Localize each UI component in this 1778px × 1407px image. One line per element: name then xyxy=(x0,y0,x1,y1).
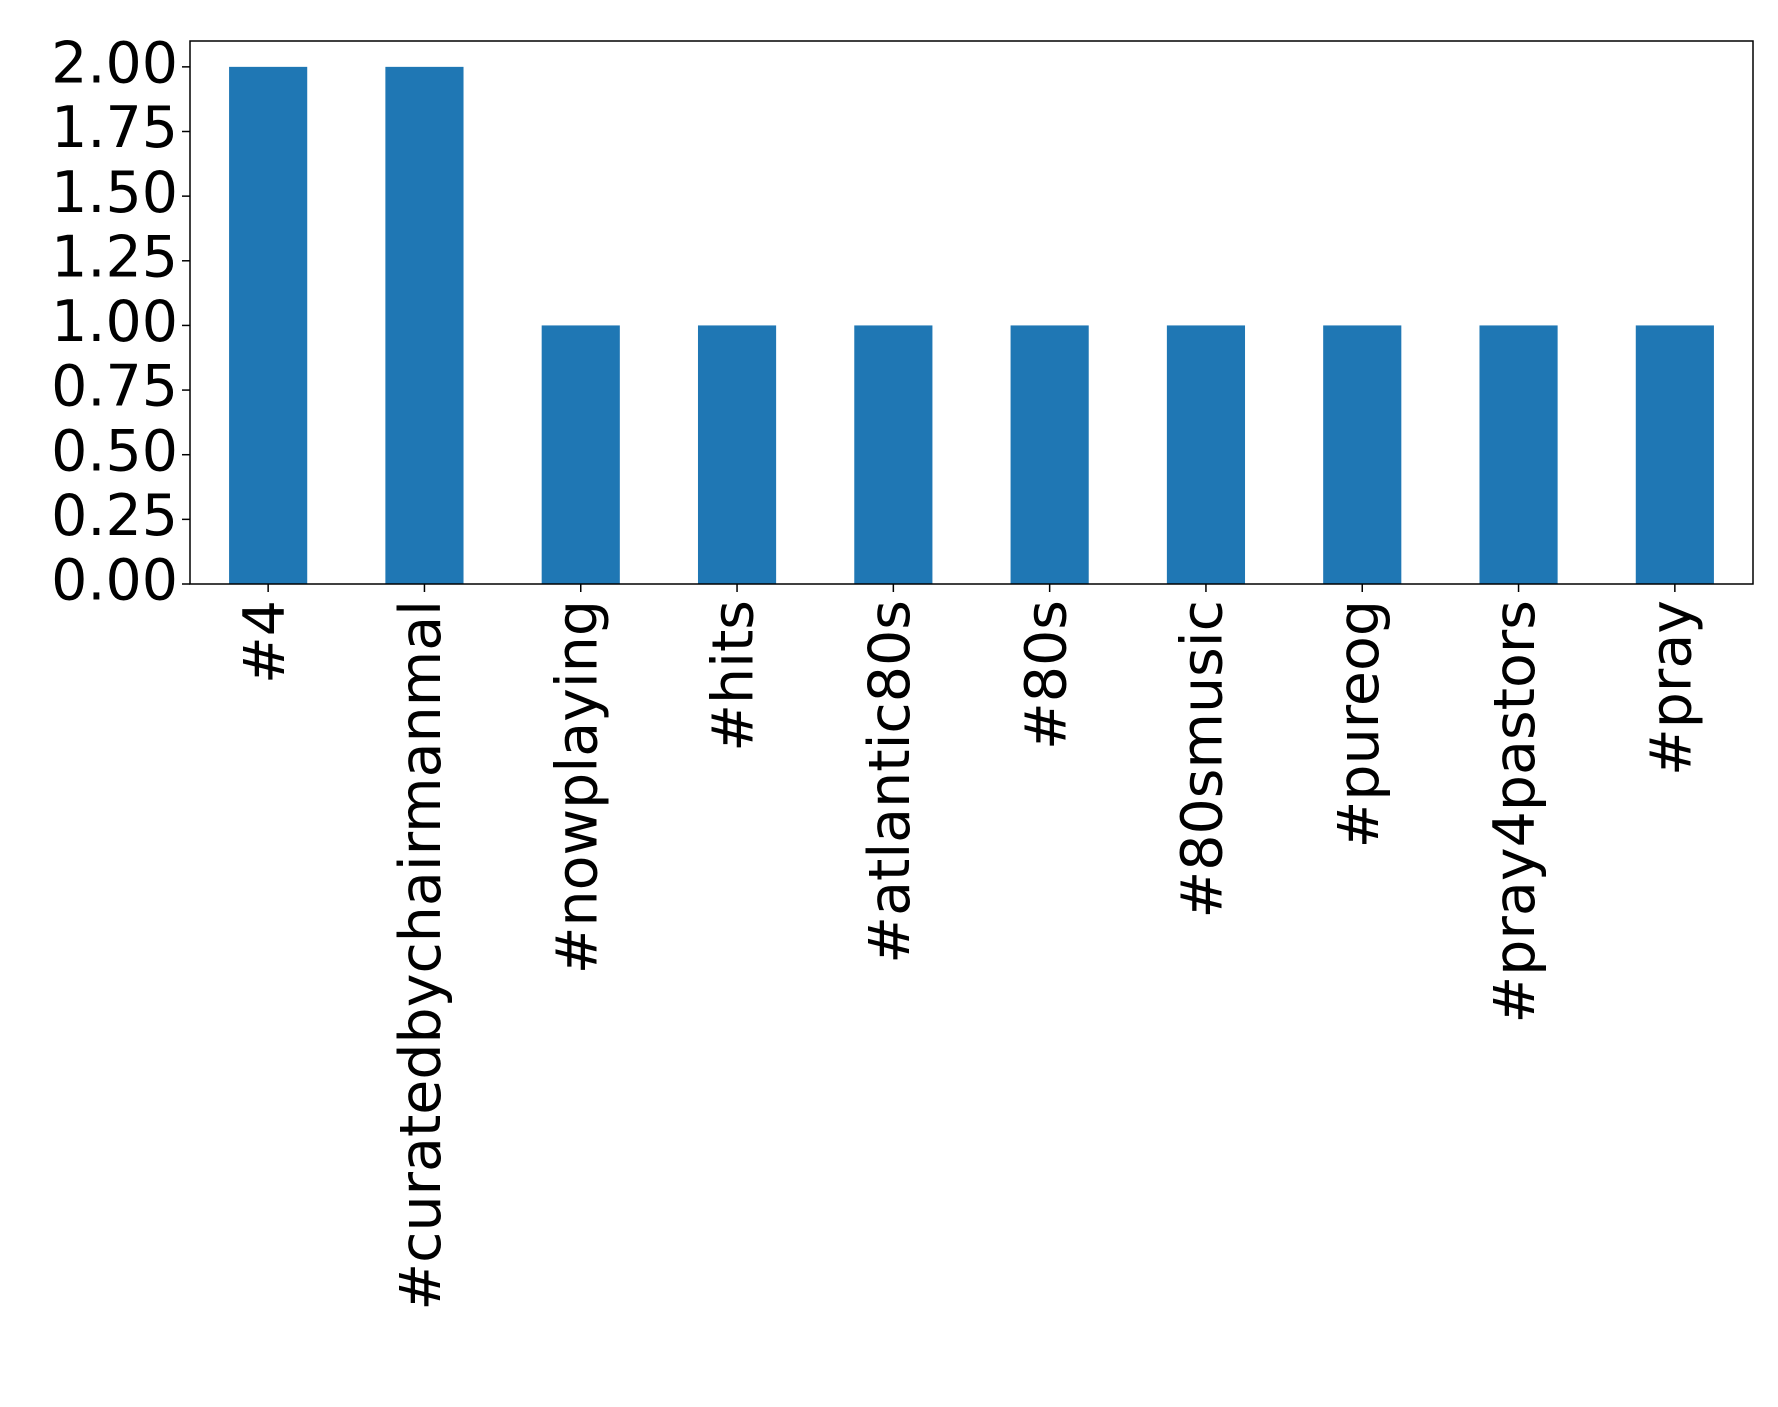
x-tick-label: #pray xyxy=(1638,600,1704,776)
y-tick-label: 1.00 xyxy=(51,289,178,355)
x-tick-label: #atlantic80s xyxy=(857,600,923,964)
bar xyxy=(1323,325,1402,584)
x-tick-label: #80smusic xyxy=(1170,600,1236,919)
y-tick-label: 1.25 xyxy=(51,224,178,290)
x-tick-label: #80s xyxy=(1013,600,1079,750)
bar xyxy=(854,325,933,584)
y-tick-label: 0.50 xyxy=(51,418,178,484)
bar xyxy=(1010,325,1089,584)
bar xyxy=(385,66,464,585)
bar xyxy=(697,325,777,584)
y-tick-label: 0.00 xyxy=(51,548,178,614)
bar xyxy=(1479,325,1558,584)
x-tick-label: #pureog xyxy=(1326,600,1392,848)
bar xyxy=(229,66,308,585)
y-tick-label: 1.75 xyxy=(51,95,178,161)
plot-frame xyxy=(189,40,1754,585)
y-tick-label: 1.50 xyxy=(51,160,178,226)
x-tick-label: #4 xyxy=(232,600,298,684)
bar xyxy=(1635,325,1714,584)
bar xyxy=(1166,325,1246,584)
x-tick-label: #pray4pastors xyxy=(1482,600,1548,1023)
y-tick-label: 2.00 xyxy=(51,30,178,96)
bar xyxy=(541,325,620,584)
y-tick-label: 0.25 xyxy=(51,483,178,549)
y-tick-label: 0.75 xyxy=(51,354,178,420)
x-tick-label: #nowplaying xyxy=(544,600,610,974)
x-tick-label: #curatedbychairmanmal xyxy=(388,600,454,1311)
x-tick-label: #hits xyxy=(701,600,767,752)
